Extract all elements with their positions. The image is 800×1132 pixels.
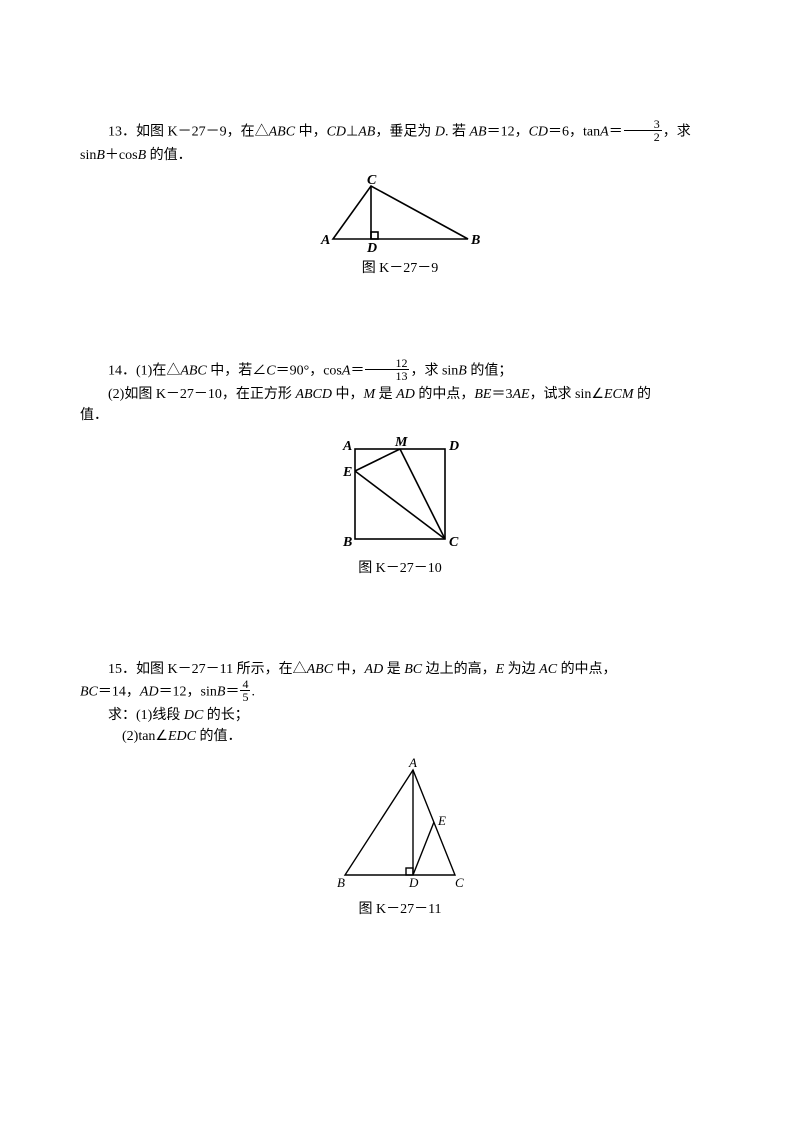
label-B: B — [342, 535, 352, 550]
p14-line1: 14．(1)在△ABC 中，若∠C＝90°，cosA＝1213，求 sinB 的… — [80, 359, 720, 384]
p13-line2: sinB＋cosB 的值． — [80, 145, 720, 166]
label-C: C — [455, 875, 464, 890]
problem-14: 14．(1)在△ABC 中，若∠C＝90°，cosA＝1213，求 sinB 的… — [80, 359, 720, 579]
figure-15: A B C D E 图 K－27－11 — [80, 755, 720, 920]
problem-15: 15．如图 K－27－11 所示，在△ABC 中，AD 是 BC 边上的高，E … — [80, 659, 720, 920]
label-E: E — [342, 465, 352, 480]
p14-number: 14． — [108, 364, 136, 379]
p15-frac: 45 — [240, 678, 250, 703]
label-D: D — [408, 875, 419, 890]
p14-line3: 值． — [80, 405, 720, 426]
p15-ask2: (2)tan∠EDC 的值． — [80, 726, 720, 747]
p14-frac: 1213 — [365, 357, 409, 382]
label-M: M — [394, 435, 408, 450]
label-C: C — [367, 174, 377, 188]
caption-15: 图 K－27－11 — [80, 899, 720, 920]
label-B: B — [337, 875, 345, 890]
caption-14: 图 K－27－10 — [80, 558, 720, 579]
p15-number: 15． — [108, 662, 136, 677]
p15-line1: 15．如图 K－27－11 所示，在△ABC 中，AD 是 BC 边上的高，E … — [80, 659, 720, 680]
label-E: E — [437, 813, 446, 828]
p13-number: 13． — [108, 125, 136, 140]
label-C: C — [449, 535, 459, 550]
label-A: A — [408, 755, 417, 770]
label-A: A — [342, 439, 352, 454]
p13-line1: 13．如图 K－27－9，在△ABC 中，CD⊥AB，垂足为 D. 若 AB＝1… — [80, 120, 720, 145]
p15-line2: BC＝14，AD＝12，sinB＝45. — [80, 680, 720, 705]
label-B: B — [470, 233, 480, 248]
figure-13: A B C D 图 K－27－9 — [80, 174, 720, 279]
label-D: D — [366, 241, 377, 254]
problem-13: 13．如图 K－27－9，在△ABC 中，CD⊥AB，垂足为 D. 若 AB＝1… — [80, 120, 720, 279]
caption-13: 图 K－27－9 — [80, 258, 720, 279]
label-D: D — [448, 439, 459, 454]
figure-14: A B C D M E 图 K－27－10 — [80, 434, 720, 579]
p13-frac: 32 — [624, 118, 662, 143]
p14-line2: (2)如图 K－27－10，在正方形 ABCD 中，M 是 AD 的中点，BE＝… — [80, 384, 720, 405]
p15-ask1: 求：(1)线段 DC 的长； — [80, 705, 720, 726]
label-A: A — [320, 233, 330, 248]
